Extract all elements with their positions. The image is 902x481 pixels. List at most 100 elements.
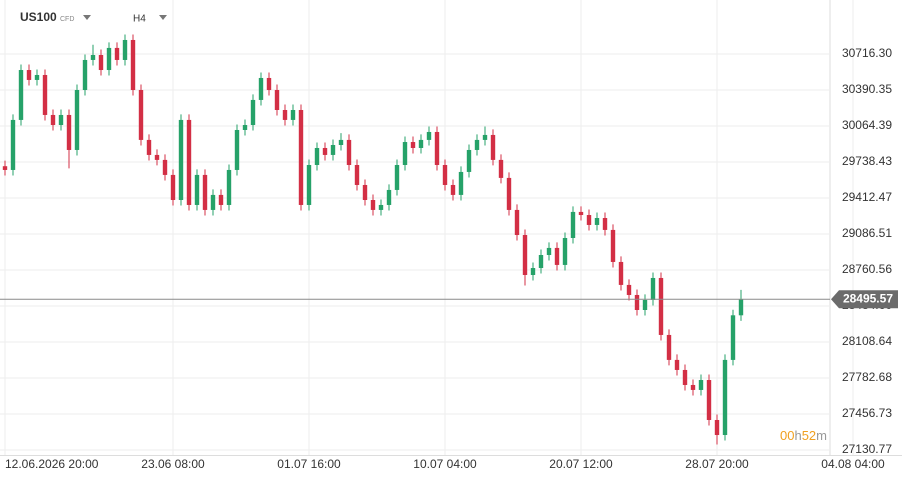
candle-body: [698, 380, 704, 390]
dropdown-arrow[interactable]: [159, 15, 167, 20]
timeframe[interactable]: H4: [133, 14, 146, 25]
instrument-type: CFD: [60, 16, 74, 23]
candle-body: [522, 235, 528, 275]
candle-body: [538, 254, 544, 269]
countdown-unit: h: [794, 428, 801, 443]
candle-body: [610, 229, 616, 262]
y-tick-label: 28760.56: [842, 262, 892, 276]
candle-body: [162, 159, 168, 175]
candle-body: [530, 268, 536, 275]
candle-body: [426, 131, 432, 140]
y-tick-label: 27456.73: [842, 406, 892, 420]
candle-body: [66, 114, 72, 150]
candle-body: [690, 384, 696, 390]
x-tick-label: 23.06 08:00: [141, 457, 205, 471]
x-tick-label: 12.06.2026 20:00: [5, 457, 99, 471]
y-tick-label: 29086.51: [842, 226, 892, 240]
candle-body: [634, 294, 640, 310]
candle-body: [346, 139, 352, 165]
candle-body: [370, 200, 376, 210]
candle-body: [122, 39, 128, 60]
y-tick-label: 30390.35: [842, 82, 892, 96]
countdown: 00h52m: [780, 428, 827, 443]
labels: 30716.30 30390.35 30064.39 29738.43 29412.47…: [5, 46, 898, 471]
candle-body: [362, 184, 368, 201]
candle-body: [26, 70, 32, 80]
candle-body: [474, 139, 480, 150]
candle-body: [490, 134, 496, 160]
candle-body: [322, 147, 328, 155]
x-tick-label: 28.07 20:00: [685, 457, 749, 471]
candle-body: [546, 247, 552, 255]
candle-body: [226, 169, 232, 205]
y-tick-label: 28108.64: [842, 334, 892, 348]
candle-body: [674, 359, 680, 370]
x-tick-label: 20.07 12:00: [549, 457, 613, 471]
dropdown-arrow[interactable]: [83, 15, 91, 20]
candle-body: [570, 211, 576, 238]
candle-body: [738, 299, 744, 316]
candle-body: [50, 114, 56, 126]
candle-body: [378, 204, 384, 210]
candle-body: [714, 419, 720, 436]
candle-body: [2, 166, 8, 170]
candle-body: [402, 142, 408, 165]
candle-body: [434, 131, 440, 165]
candle-body: [154, 154, 160, 160]
y-tick-label: 29738.43: [842, 154, 892, 168]
candle-body: [466, 149, 472, 172]
candle-body: [258, 77, 264, 100]
candle-body: [210, 194, 216, 210]
candle-body: [282, 109, 288, 120]
candle-body: [354, 164, 360, 185]
last-price-label: 28495.57: [843, 291, 893, 305]
candle-body: [234, 129, 240, 170]
candle-body: [442, 164, 448, 185]
candle-body: [338, 139, 344, 146]
y-tick-label: 27130.77: [842, 442, 892, 456]
candle-body: [114, 47, 120, 60]
candle-body: [242, 125, 248, 130]
candle-body: [586, 215, 592, 225]
candle-body: [642, 299, 648, 310]
candle-body: [554, 247, 560, 265]
candle-body: [58, 114, 64, 126]
countdown-hours: 00: [780, 428, 794, 443]
candle-body: [706, 380, 712, 420]
candle-body: [202, 174, 208, 210]
candle-body: [298, 109, 304, 205]
candle-body: [330, 145, 336, 155]
candle-body: [618, 261, 624, 285]
candle-body: [42, 74, 48, 115]
candle-body: [514, 209, 520, 236]
x-tick-label: 01.07 16:00: [277, 457, 341, 471]
candle-body: [306, 164, 312, 205]
candle-body: [274, 90, 280, 110]
last-price-tag: [831, 290, 898, 309]
candle-body: [410, 142, 416, 148]
candle-body: [170, 174, 176, 201]
candle-body: [314, 147, 320, 165]
y-tick-label: 27782.68: [842, 370, 892, 384]
symbol[interactable]: US100: [20, 10, 57, 24]
countdown-minutes: 52: [802, 428, 816, 443]
candle-body: [18, 70, 24, 120]
candle-body: [730, 315, 736, 360]
header[interactable]: US100 CFD H4: [20, 10, 167, 25]
candle-body: [658, 277, 664, 335]
candle-body: [482, 134, 488, 140]
candle-body: [186, 119, 192, 205]
candle-body: [626, 284, 632, 295]
candle-body: [138, 90, 144, 140]
grid: [0, 0, 854, 455]
plot: [0, 34, 830, 445]
candle-body: [146, 139, 152, 155]
candle-body: [602, 218, 608, 230]
candle-body: [130, 39, 136, 91]
y-tick-label: 29412.47: [842, 190, 892, 204]
countdown-unit: m: [816, 428, 827, 443]
candle-body: [498, 159, 504, 178]
candle-body: [106, 47, 112, 71]
